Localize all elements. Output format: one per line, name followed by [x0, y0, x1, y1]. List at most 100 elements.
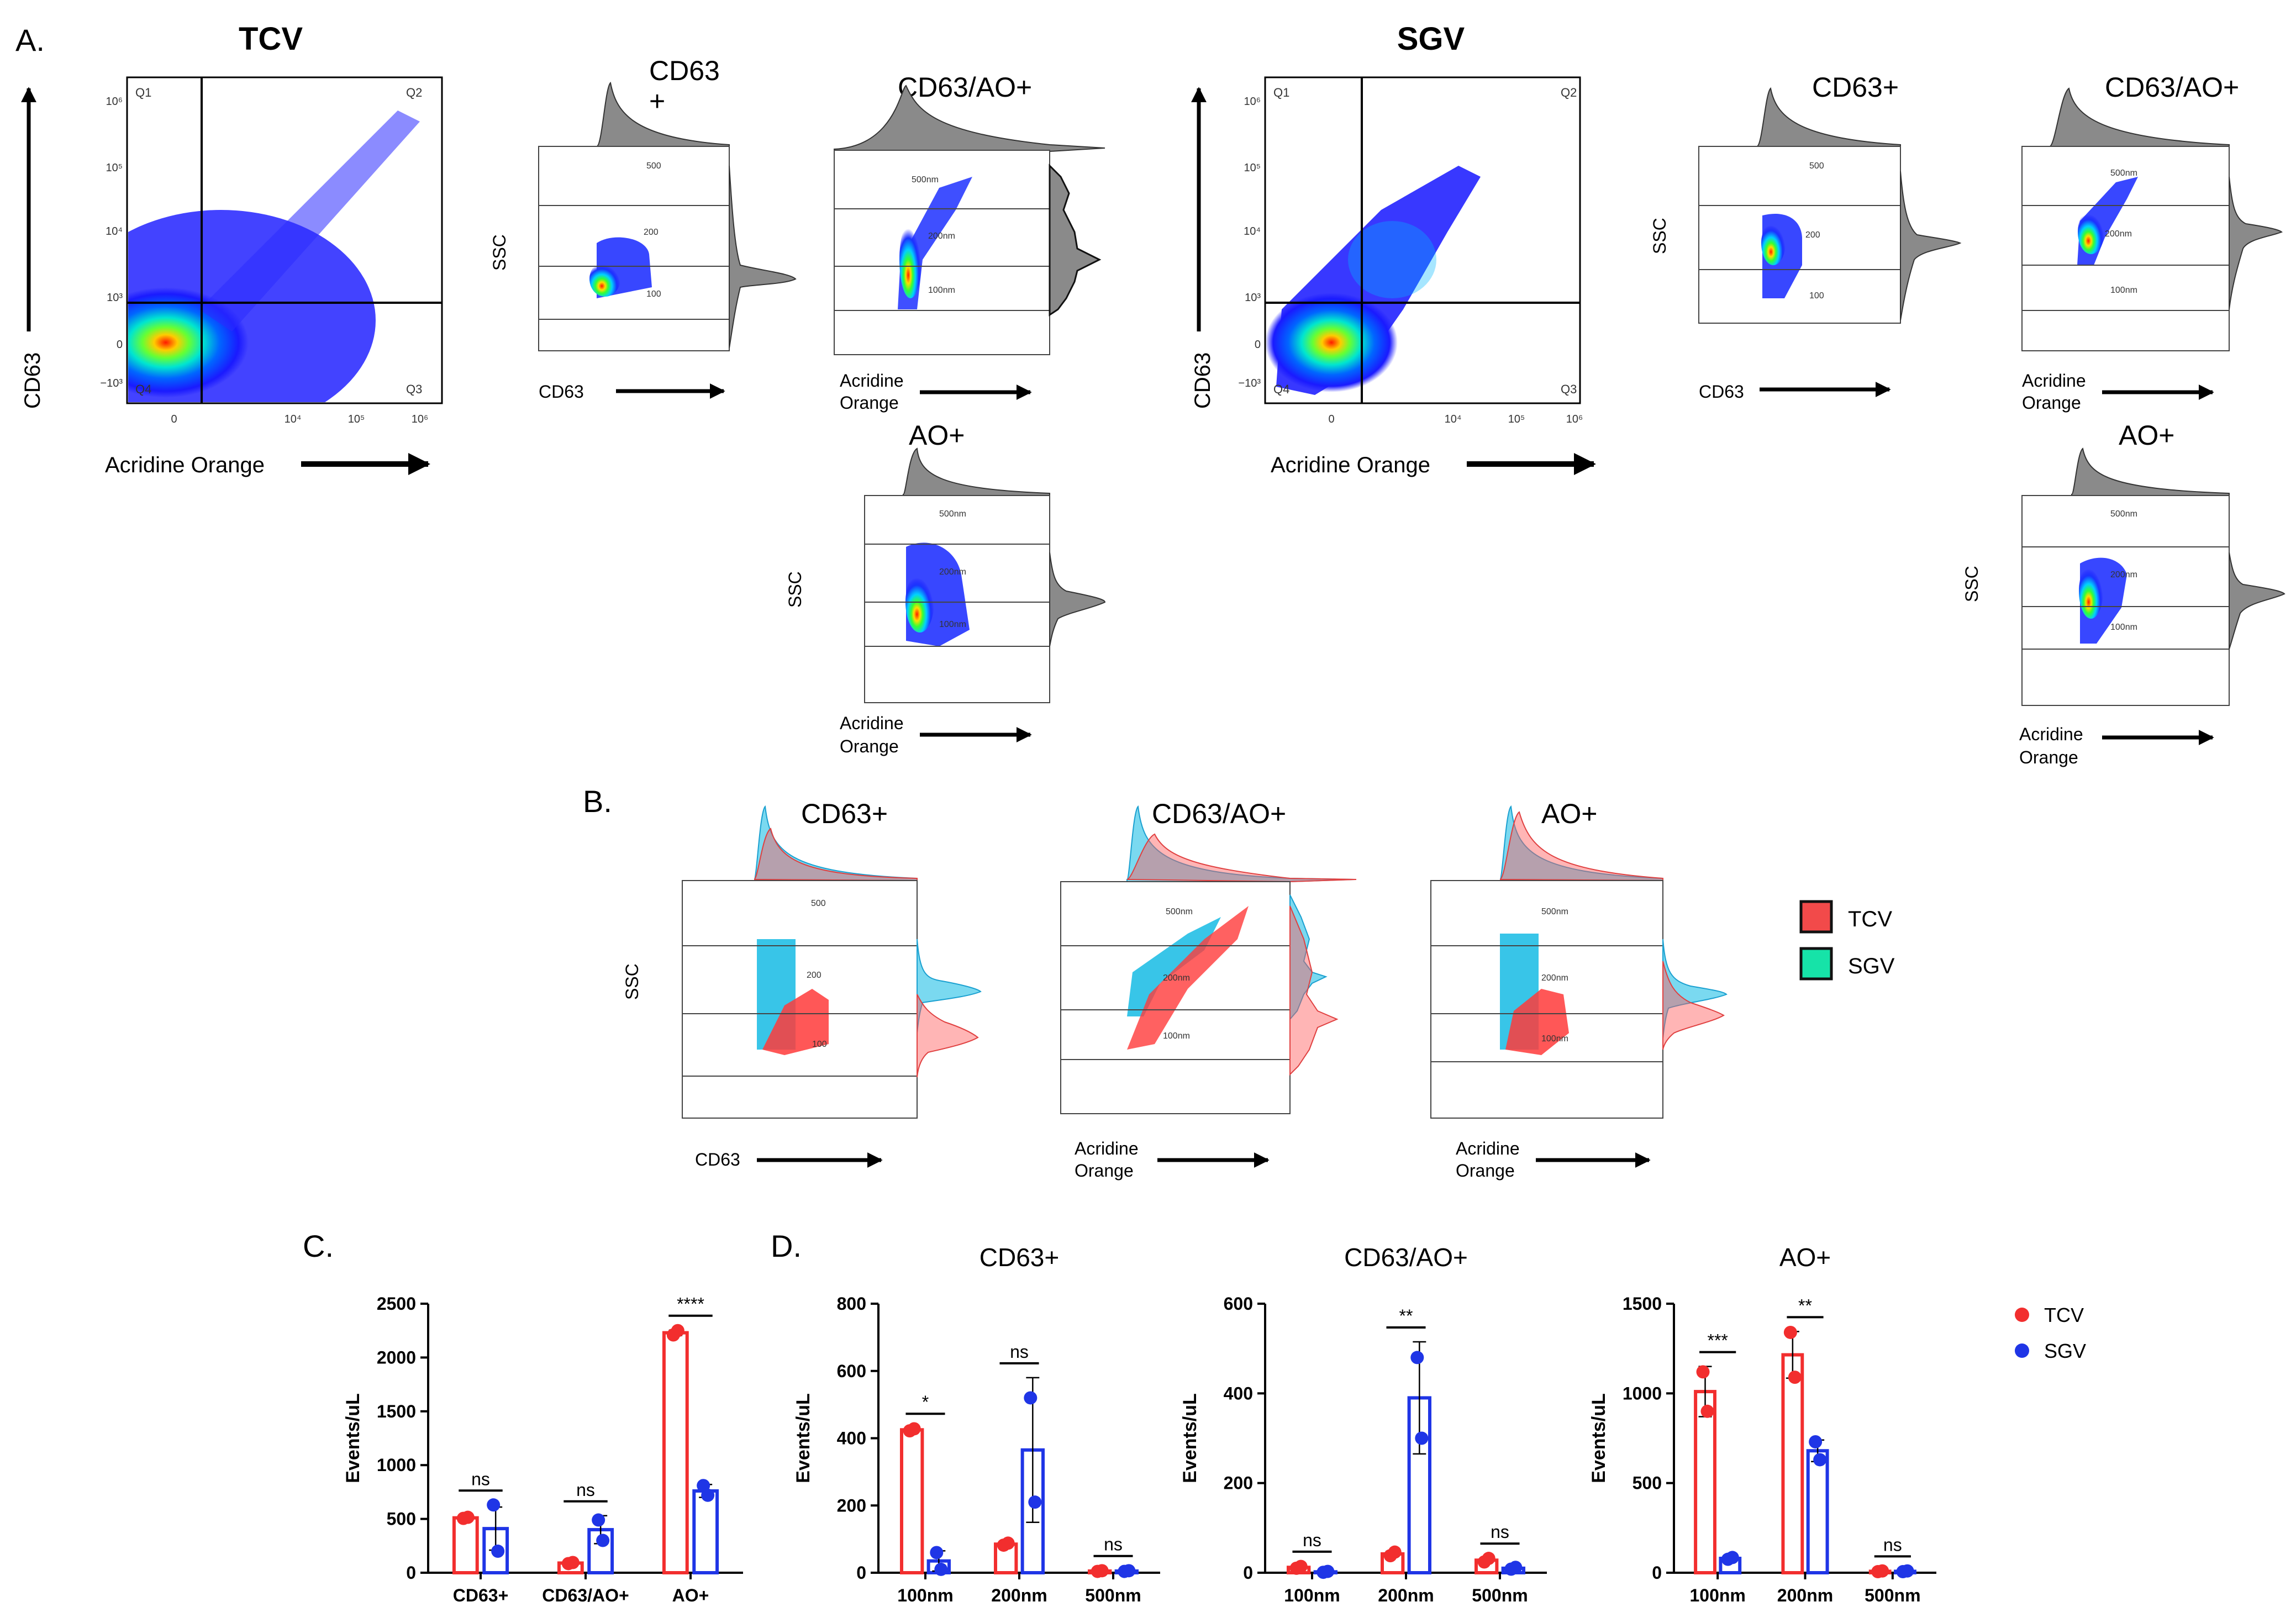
- gate-label: 200nm: [1541, 973, 1568, 983]
- sgv-title: SGV: [1397, 21, 1465, 57]
- sgv-q4: Q4: [1273, 382, 1289, 396]
- x-tick-label: 200nm: [1378, 1585, 1434, 1605]
- tcv-xtick: 0: [171, 413, 177, 425]
- bar-tcv: [899, 1428, 924, 1574]
- data-point-tcv: [1788, 1371, 1802, 1384]
- significance-label: ns: [576, 1480, 595, 1500]
- sgv-cd63-title: CD63+: [1812, 72, 1899, 103]
- gate-label: 200: [807, 971, 821, 980]
- data-point-sgv: [930, 1546, 944, 1559]
- bar-legend-label-sgv: SGV: [2044, 1340, 2086, 1362]
- legend-label-tcv: TCV: [1848, 907, 1892, 931]
- sgv-ao-plot: AO+ 500nm 200nm 100nm SSC Acridine Orang…: [1962, 420, 2286, 767]
- tcv-ytick: 10⁵: [106, 162, 123, 174]
- sgv-q2: Q2: [1561, 86, 1577, 99]
- gate-label: 500nm: [2110, 168, 2137, 178]
- bar-chart-d-cd63-ao-: 0 200 400 600 Events/uL CD63/AO+ 100nm ns 200nm *…: [1179, 1243, 1547, 1605]
- bar-tcv: [452, 1516, 479, 1575]
- y-axis-label: Events/uL: [1179, 1393, 1200, 1483]
- y-tick-label: 1500: [1623, 1294, 1662, 1314]
- tcv-xtick: 10⁴: [285, 413, 302, 425]
- sgv-cd63-side-hist: [1900, 171, 1962, 321]
- y-tick-label: 400: [837, 1429, 866, 1448]
- sgv-cd63-plot: CD63+ 500 200 100 SSC CD63: [1650, 72, 1962, 402]
- overlay-xlabel-1: CD63: [695, 1150, 740, 1169]
- y-tick-label: 400: [1224, 1383, 1253, 1403]
- data-point-tcv: [1696, 1365, 1710, 1379]
- significance-label: ns: [1303, 1530, 1321, 1550]
- sgv-cd63-ylabel: SSC: [1650, 218, 1670, 254]
- tcv-cd63-side-hist: [729, 165, 797, 349]
- tcv-title: TCV: [239, 21, 303, 57]
- data-point-sgv: [1509, 1561, 1523, 1574]
- overlay-xlabel-2: Orange: [1456, 1161, 1515, 1181]
- overlay-cd63ao-plot: CD63/AO+ 500nm 200nm 100nm Acridine Oran…: [1060, 798, 1357, 1181]
- significance-label: ns: [1010, 1342, 1029, 1362]
- y-tick-label: 500: [1633, 1473, 1662, 1493]
- sgv-ylabel: CD63: [1191, 352, 1215, 409]
- gate-label: 100: [1809, 291, 1824, 301]
- tcv-ylabel: CD63: [20, 352, 45, 409]
- tcv-ao-plot: AO+ 500nm 200nm 100nm SSC Acridine Orang…: [785, 420, 1106, 756]
- gate-label: 500nm: [912, 175, 939, 185]
- y-tick-label: 0: [1243, 1563, 1253, 1583]
- sgv-ao-xlabel-2: Orange: [2019, 747, 2078, 767]
- gate-label: 100nm: [939, 620, 966, 629]
- tcv-ytick: 10³: [107, 292, 123, 304]
- significance-label: *: [922, 1392, 929, 1412]
- data-point-sgv: [1410, 1351, 1424, 1364]
- tcv-cd63-title-2: +: [649, 86, 665, 117]
- data-point-tcv: [671, 1324, 684, 1337]
- sgv-ao-title: AO+: [2119, 420, 2174, 451]
- tcv-ytick: −10³: [100, 377, 123, 389]
- significance-label: ns: [471, 1469, 490, 1489]
- tcv-cd63ao-top-hist: [834, 85, 1105, 152]
- tcv-q2: Q2: [406, 86, 422, 99]
- x-tick-label: 200nm: [991, 1585, 1047, 1605]
- tcv-xtick: 10⁶: [412, 413, 428, 425]
- gate-label: 100: [812, 1040, 827, 1049]
- data-point-sgv: [1809, 1435, 1823, 1448]
- tcv-cd63ao-plot: CD63/AO+ 500nm 200nm 100nm Acridine Oran…: [834, 72, 1105, 413]
- sgv-ytick: 10³: [1245, 292, 1261, 304]
- overlay-title: CD63/AO+: [1152, 798, 1286, 829]
- sgv-ao-xlabel-1: Acridine: [2019, 724, 2083, 744]
- legend-swatch-tcv: [1799, 900, 1833, 934]
- panel-c-letter: C.: [303, 1229, 334, 1263]
- y-axis-label: Events/uL: [793, 1393, 814, 1483]
- gate-label: 200nm: [2105, 229, 2132, 239]
- tcv-ao-title: AO+: [909, 420, 965, 451]
- data-point-sgv: [491, 1545, 505, 1558]
- sgv-xtick: 10⁵: [1508, 413, 1525, 425]
- data-point-tcv: [1783, 1325, 1797, 1339]
- x-tick-label: CD63+: [453, 1585, 509, 1605]
- tcv-ytick: 10⁶: [106, 96, 123, 108]
- y-tick-label: 800: [837, 1294, 866, 1314]
- x-tick-label: CD63/AO+: [542, 1585, 629, 1605]
- y-tick-label: 1500: [377, 1401, 416, 1421]
- significance-label: ****: [677, 1294, 704, 1314]
- sgv-ytick: −10³: [1238, 377, 1261, 389]
- gate-label: 200nm: [928, 231, 955, 241]
- data-point-sgv: [1122, 1564, 1136, 1578]
- y-axis-label: Events/uL: [1588, 1393, 1609, 1483]
- significance-label: ns: [1883, 1535, 1902, 1555]
- sgv-ytick: 10⁵: [1244, 162, 1261, 174]
- gate-label: 500: [646, 161, 661, 171]
- bar-legend-label-tcv: TCV: [2044, 1304, 2084, 1326]
- overlay-frame: [1060, 881, 1291, 1114]
- legend-swatch-sgv: [1799, 947, 1833, 981]
- tcv-ao-xlabel-2: Orange: [840, 736, 899, 756]
- data-point-sgv: [1813, 1453, 1827, 1467]
- legend-label-sgv: SGV: [1848, 954, 1895, 978]
- gate-label: 500nm: [2110, 509, 2137, 519]
- gate-label: 100nm: [2110, 286, 2137, 295]
- sgv-cd63ao-top-hist: [2049, 87, 2230, 147]
- y-axis-label: Events/uL: [343, 1393, 364, 1483]
- sgv-main-density: [1266, 166, 1481, 395]
- overlay-top-hist-tcv: [754, 828, 918, 882]
- sgv-cd63-xlabel: CD63: [1699, 382, 1744, 402]
- overlay-title: CD63+: [801, 798, 888, 829]
- y-tick-label: 1000: [1623, 1383, 1662, 1403]
- bar-legend-dot-sgv: [2015, 1343, 2029, 1358]
